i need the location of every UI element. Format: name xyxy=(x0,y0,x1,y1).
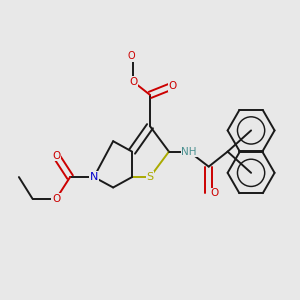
Text: O: O xyxy=(169,81,177,91)
Text: S: S xyxy=(146,172,154,182)
Text: N: N xyxy=(90,172,98,182)
Text: O: O xyxy=(210,188,219,198)
Text: NH: NH xyxy=(182,147,197,157)
Text: O: O xyxy=(129,76,137,86)
Text: O: O xyxy=(128,51,135,62)
Text: O: O xyxy=(52,151,60,160)
Text: O: O xyxy=(52,194,60,204)
